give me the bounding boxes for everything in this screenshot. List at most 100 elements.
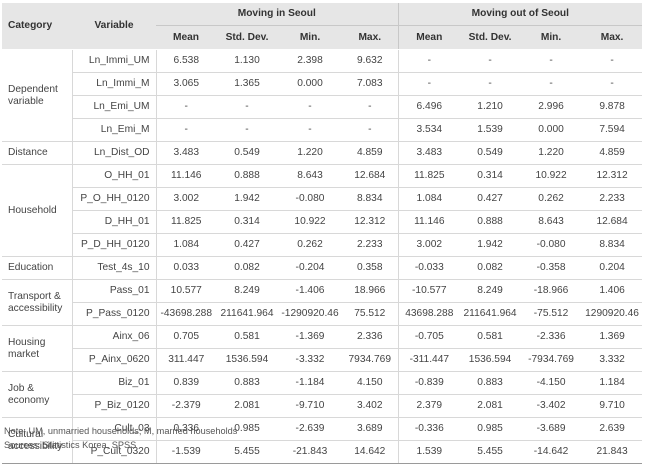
value-cell: 0.314 <box>460 164 521 188</box>
value-cell: 0.705 <box>156 325 216 349</box>
value-cell: 0.581 <box>216 325 278 349</box>
value-cell: 3.065 <box>156 72 216 96</box>
variable-cell: P_D_HH_0120 <box>71 233 157 257</box>
table-row: Distance Ln_Dist_OD 3.483 0.549 1.220 4.859 3.… <box>2 141 643 165</box>
table-row: Ln_Emi_M - - - -3.534 1.539 0.000 7.594 <box>2 118 643 142</box>
statistics-table: Category Variable Moving in Seoul Moving… <box>2 3 643 464</box>
stat-header-stddev-out: Std. Dev. <box>460 25 521 50</box>
value-cell: 0.985 <box>216 417 278 441</box>
value-cell: 311.447 <box>156 348 216 372</box>
variable-cell: Biz_01 <box>71 371 157 395</box>
value-cell: - <box>278 95 342 119</box>
value-cell: -75.512 <box>520 302 583 326</box>
variable-cell: Ln_Immi_UM <box>71 49 157 73</box>
table-row: D_HH_01 11.825 0.314 10.922 12.312 11.146 0.88… <box>2 210 643 234</box>
value-cell: 3.332 <box>582 348 643 372</box>
value-cell: -4.150 <box>520 371 583 395</box>
value-cell: -14.642 <box>520 440 583 464</box>
value-cell: - <box>460 72 521 96</box>
value-cell: 43698.288 <box>397 302 461 326</box>
variable-cell: Ln_Emi_UM <box>71 95 157 119</box>
variable-cell: P_Biz_0120 <box>71 394 157 418</box>
table-row: Cultural accessibility Cult_03 0.336 0.985-… <box>2 417 643 464</box>
value-cell: 5.455 <box>460 440 521 464</box>
value-cell: 5.455 <box>216 440 278 464</box>
table-row: P_Biz_0120 -2.379 2.081 -9.710 3.402 2.379 2.0… <box>2 394 643 418</box>
value-cell: 2.398 <box>278 49 342 73</box>
value-cell: 7.083 <box>342 72 399 96</box>
stat-header-min-out: Min. <box>520 25 583 50</box>
value-cell: 2.379 <box>397 394 461 418</box>
value-cell: - <box>278 118 342 142</box>
value-cell: 0.204 <box>582 256 643 280</box>
value-cell: 11.825 <box>156 210 216 234</box>
value-cell: 3.483 <box>397 141 461 165</box>
value-cell: - <box>156 118 216 142</box>
value-cell: 12.312 <box>342 210 399 234</box>
value-cell: 21.843 <box>582 440 643 464</box>
value-cell: 2.996 <box>520 95 583 119</box>
value-cell: 0.358 <box>342 256 399 280</box>
variable-cell: P_O_HH_0120 <box>71 187 157 211</box>
value-cell: 4.859 <box>582 141 643 165</box>
value-cell: 12.312 <box>582 164 643 188</box>
stat-header-mean-out: Mean <box>397 25 461 50</box>
value-cell: - <box>397 49 461 73</box>
value-cell: 0.427 <box>460 187 521 211</box>
value-cell: 12.684 <box>582 210 643 234</box>
value-cell: 0.314 <box>216 210 278 234</box>
value-cell: 3.534 <box>397 118 461 142</box>
value-cell: -3.402 <box>520 394 583 418</box>
value-cell: 0.082 <box>460 256 521 280</box>
value-cell: - <box>460 49 521 73</box>
table-row: P_Ainx_0620 311.447 1536.594 -3.332 7934.769… <box>2 348 643 372</box>
value-cell: 3.002 <box>156 187 216 211</box>
value-cell: 11.146 <box>156 164 216 188</box>
value-cell: - <box>582 49 643 73</box>
table-row: Dependent variable Ln_Immi_UM 6.538 1.130 2.… <box>2 49 643 142</box>
value-cell: 6.496 <box>397 95 461 119</box>
table-row: Housing market Ainx_06 0.705 0.581 -1.369 2.3… <box>2 325 643 372</box>
value-cell: - <box>342 95 399 119</box>
value-cell: -18.966 <box>520 279 583 303</box>
variable-cell: Cult_03 <box>71 417 157 441</box>
value-cell: -3.689 <box>520 417 583 441</box>
value-cell: 11.825 <box>397 164 461 188</box>
variable-cell: O_HH_01 <box>71 164 157 188</box>
value-cell: 9.710 <box>582 394 643 418</box>
value-cell: 8.834 <box>582 233 643 257</box>
value-cell: 9.632 <box>342 49 399 73</box>
value-cell: -2.379 <box>156 394 216 418</box>
value-cell: 2.081 <box>460 394 521 418</box>
value-cell: -2.639 <box>278 417 342 441</box>
value-cell: - <box>520 49 583 73</box>
value-cell: 1.942 <box>460 233 521 257</box>
value-cell: -0.080 <box>278 187 342 211</box>
value-cell: -0.358 <box>520 256 583 280</box>
variable-cell: Ln_Immi_M <box>71 72 157 96</box>
value-cell: 0.883 <box>460 371 521 395</box>
value-cell: 8.643 <box>278 164 342 188</box>
value-cell: 1.084 <box>397 187 461 211</box>
value-cell: 4.859 <box>342 141 399 165</box>
value-cell: 0.985 <box>460 417 521 441</box>
category-cell: Transport & accessibility <box>2 279 72 326</box>
value-cell: 7.594 <box>582 118 643 142</box>
value-cell: 211641.964 <box>460 302 521 326</box>
table-row: P_D_HH_0120 1.084 0.427 0.262 2.233 3.002 1.94… <box>2 233 643 257</box>
variable-cell: Ln_Dist_OD <box>71 141 157 165</box>
value-cell: -1.369 <box>278 325 342 349</box>
variable-cell: Ln_Emi_M <box>71 118 157 142</box>
value-cell: 211641.964 <box>216 302 278 326</box>
table-row: Household O_HH_01 11.146 0.888 8.643 12.684 11… <box>2 164 643 257</box>
value-cell: -21.843 <box>278 440 342 464</box>
table-sources: Sources: Statistics Korea, SPSS <box>4 440 137 450</box>
table-row: P_O_HH_0120 3.002 1.942 -0.080 8.834 1.084 0.4… <box>2 187 643 211</box>
stat-header-max-out: Max. <box>582 25 643 50</box>
value-cell: 14.642 <box>342 440 399 464</box>
value-cell: 0.336 <box>156 417 216 441</box>
value-cell: 1.220 <box>278 141 342 165</box>
value-cell: - <box>342 118 399 142</box>
value-cell: -9.710 <box>278 394 342 418</box>
value-cell: 10.922 <box>278 210 342 234</box>
